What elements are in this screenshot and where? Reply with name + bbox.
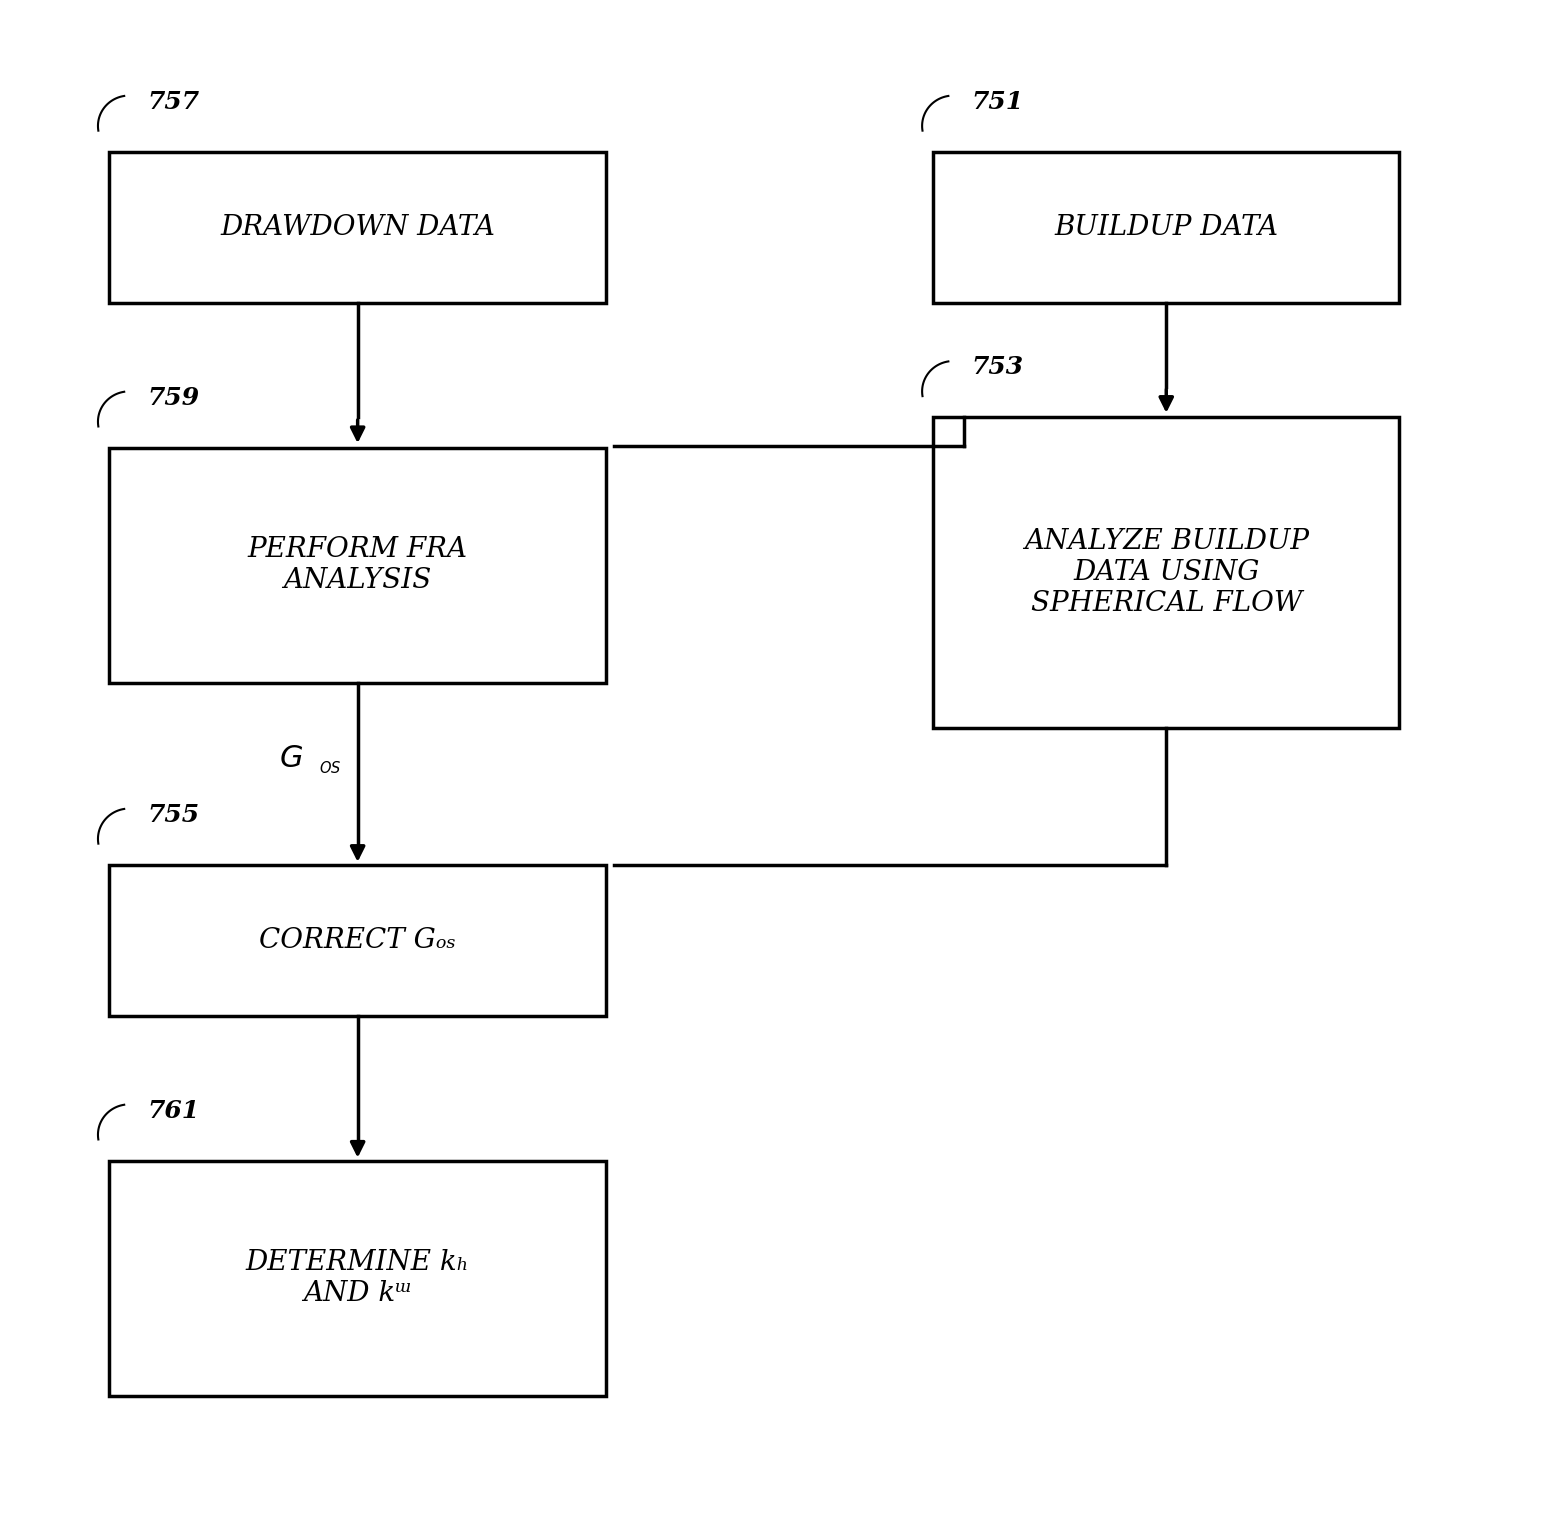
Text: PERFORM FRA
ANALYSIS: PERFORM FRA ANALYSIS — [247, 536, 468, 595]
Text: $G$: $G$ — [278, 743, 303, 774]
Text: 759: 759 — [148, 385, 201, 410]
Text: CORRECT Gₒₛ: CORRECT Gₒₛ — [260, 927, 456, 954]
FancyBboxPatch shape — [109, 865, 606, 1016]
Text: 757: 757 — [148, 90, 201, 114]
FancyBboxPatch shape — [109, 1161, 606, 1396]
Text: ANALYZE BUILDUP
DATA USING
SPHERICAL FLOW: ANALYZE BUILDUP DATA USING SPHERICAL FLO… — [1023, 528, 1309, 617]
Text: DETERMINE kₕ
AND kᵚ: DETERMINE kₕ AND kᵚ — [246, 1248, 470, 1308]
Text: $_{OS}$: $_{OS}$ — [319, 757, 341, 775]
Text: 755: 755 — [148, 802, 201, 827]
Text: 753: 753 — [972, 355, 1025, 379]
Text: DRAWDOWN DATA: DRAWDOWN DATA — [221, 214, 494, 241]
Text: BUILDUP DATA: BUILDUP DATA — [1054, 214, 1278, 241]
FancyBboxPatch shape — [109, 448, 606, 683]
Text: 761: 761 — [148, 1098, 201, 1123]
FancyBboxPatch shape — [933, 152, 1400, 303]
Text: 751: 751 — [972, 90, 1025, 114]
FancyBboxPatch shape — [109, 152, 606, 303]
FancyBboxPatch shape — [933, 417, 1400, 728]
